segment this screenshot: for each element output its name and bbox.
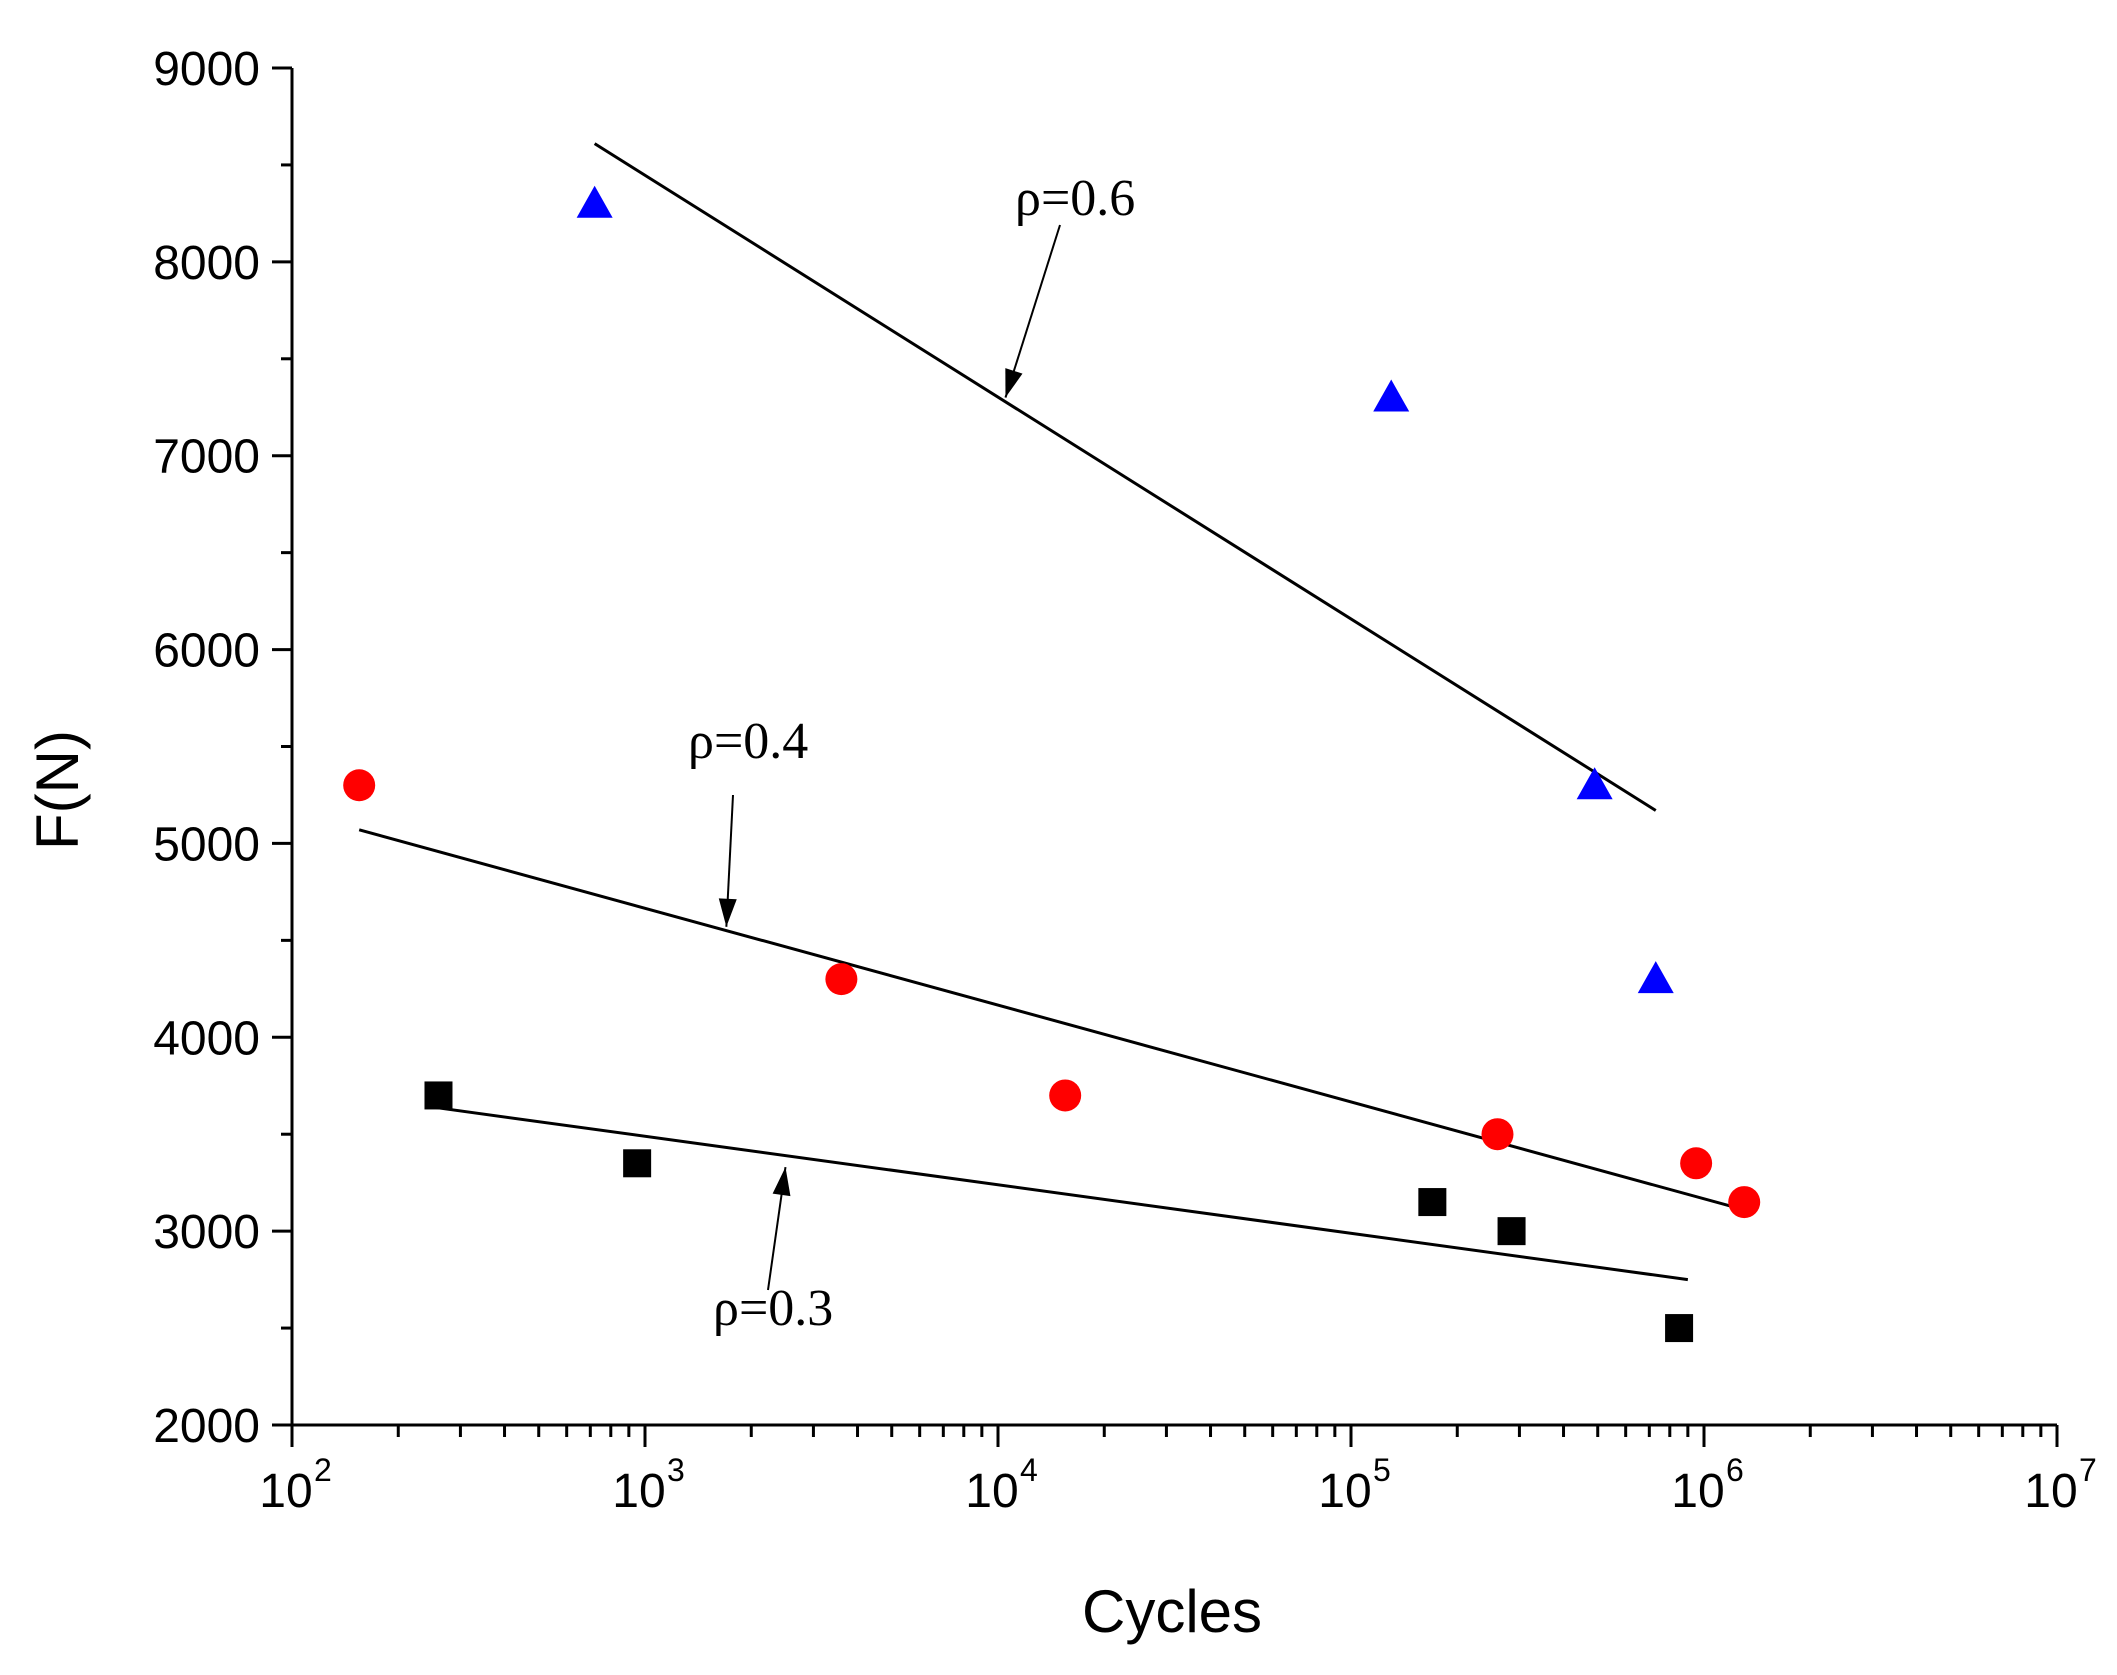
- y-tick-label: 9000: [153, 43, 260, 96]
- y-tick-label: 4000: [153, 1012, 260, 1065]
- fit-line-series-0: [432, 1105, 1689, 1282]
- y-axis-title: F(N): [24, 730, 91, 850]
- circle-point: [343, 769, 376, 802]
- circle-point: [1049, 1079, 1082, 1112]
- circle-point: [1728, 1186, 1761, 1219]
- x-tick-label: 10: [2024, 1465, 2077, 1518]
- x-tick-label: 10: [612, 1465, 665, 1518]
- arrowhead-icon: [1005, 368, 1023, 398]
- x-tick-label: 10: [965, 1465, 1018, 1518]
- x-tick-label: 10: [1318, 1465, 1371, 1518]
- annotation-label: ρ=0.3: [713, 1280, 833, 1337]
- triangle-point: [1637, 961, 1674, 994]
- x-tick-exponent: 6: [1726, 1452, 1744, 1488]
- x-tick-exponent: 7: [2079, 1452, 2097, 1488]
- x-tick-label: 10: [259, 1465, 312, 1518]
- square-point: [1665, 1314, 1694, 1343]
- y-tick-label: 5000: [153, 818, 260, 871]
- annotation-arrow: [1004, 224, 1061, 398]
- triangle-point: [576, 185, 613, 218]
- x-axis-title: Cycles: [1082, 1578, 1262, 1645]
- annotation-label: ρ=0.6: [1015, 170, 1135, 227]
- y-tick-label: 8000: [153, 237, 260, 290]
- data-points: [343, 185, 1761, 1343]
- y-tick-label: 6000: [153, 625, 260, 678]
- circle-point: [825, 963, 858, 996]
- x-tick-label: 10: [1671, 1465, 1724, 1518]
- y-tick-label: 7000: [153, 431, 260, 484]
- y-tick-label: 3000: [153, 1206, 260, 1259]
- arrowhead-icon: [772, 1167, 791, 1197]
- fit-line-series-2: [593, 142, 1657, 812]
- x-tick-exponent: 3: [667, 1452, 685, 1488]
- x-tick-exponent: 2: [314, 1452, 332, 1488]
- axes: [290, 68, 2057, 1427]
- arrowhead-icon: [718, 898, 737, 927]
- circle-point: [1680, 1147, 1713, 1180]
- square-point: [1418, 1188, 1447, 1217]
- fit-lines: [358, 142, 1745, 1282]
- square-point: [424, 1081, 453, 1110]
- x-tick-exponent: 4: [1020, 1452, 1038, 1488]
- triangle-point: [1373, 379, 1410, 412]
- circle-point: [1481, 1118, 1514, 1151]
- y-tick-label: 2000: [153, 1400, 260, 1453]
- annotations: ρ=0.6 ρ=0.4 ρ=0.3: [688, 170, 1135, 1337]
- annotation-label: ρ=0.4: [688, 713, 808, 770]
- fit-line-series-1: [358, 828, 1745, 1212]
- square-point: [623, 1149, 652, 1178]
- x-tick-exponent: 5: [1373, 1452, 1391, 1488]
- square-point: [1497, 1217, 1526, 1246]
- triangle-point: [1576, 767, 1613, 800]
